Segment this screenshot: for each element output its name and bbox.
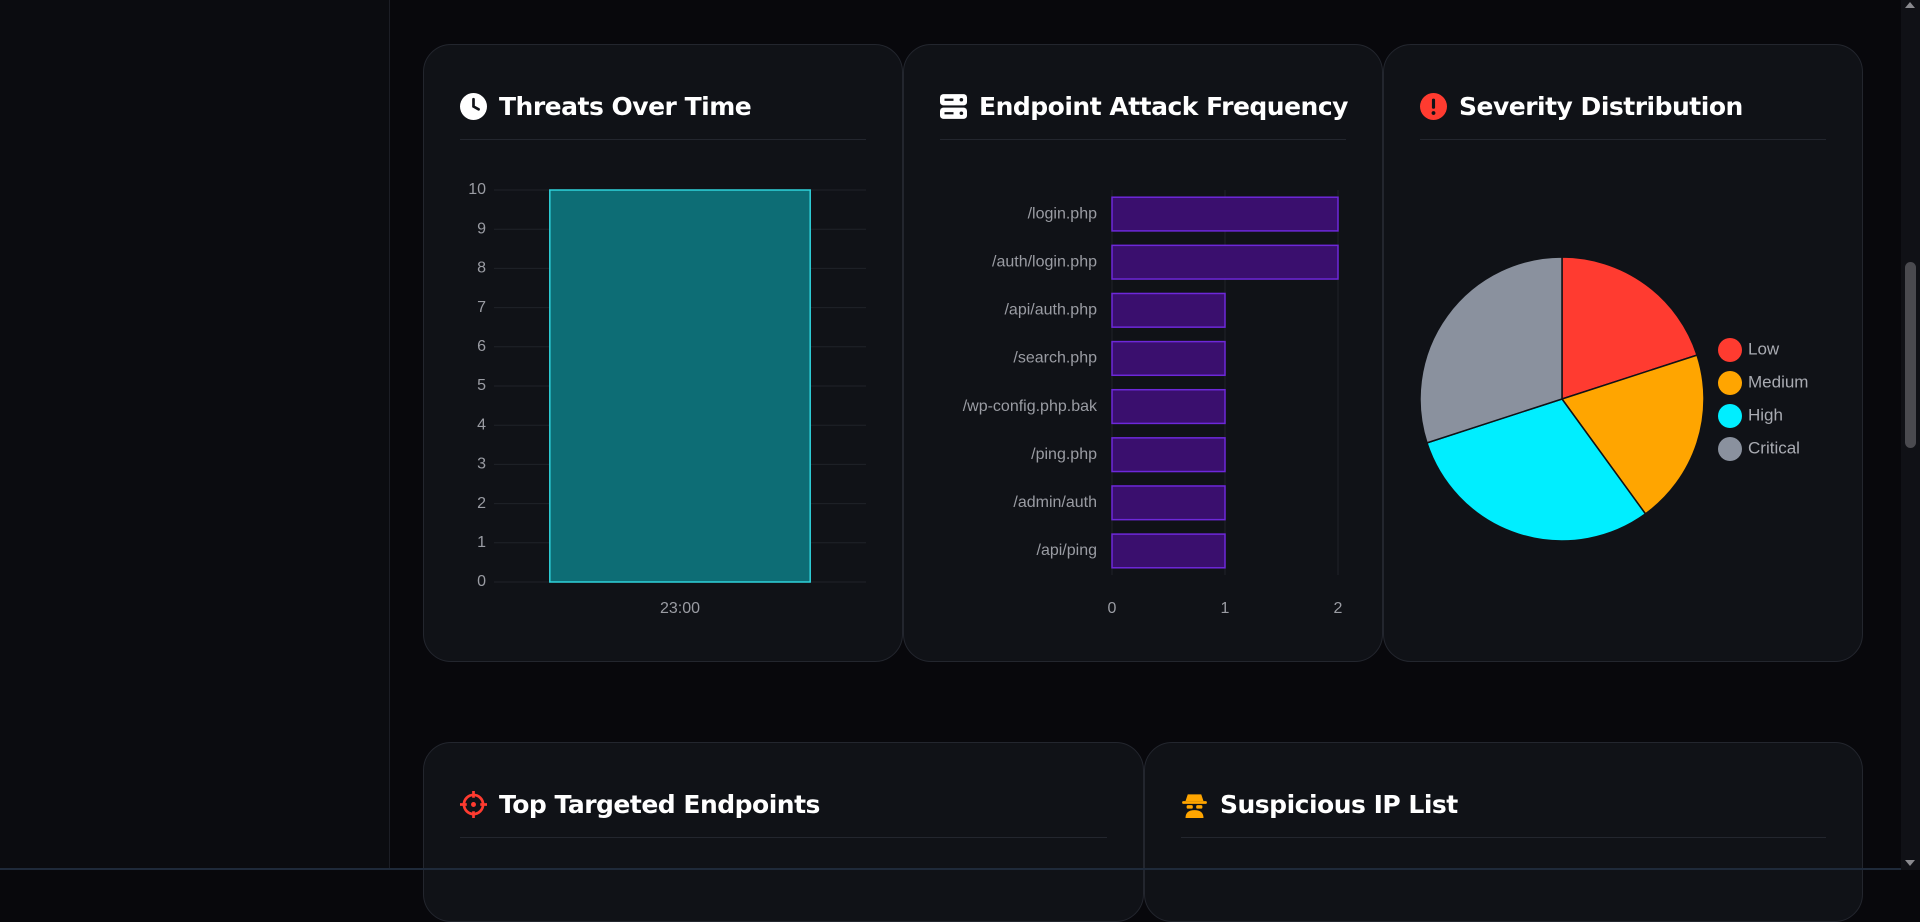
spy-icon [1181, 791, 1208, 818]
y-tick-label: 3 [477, 456, 486, 473]
card-title: Threats Over Time [499, 91, 752, 121]
legend-swatch [1718, 404, 1742, 428]
y-tick-label: 10 [468, 181, 486, 198]
scroll-down-arrow-icon[interactable] [1905, 860, 1915, 866]
bar [1111, 388, 1226, 425]
y-tick-label: 2 [477, 495, 486, 512]
legend-label: Low [1748, 339, 1780, 358]
bar [1111, 244, 1339, 280]
y-tick-label: 5 [477, 377, 486, 394]
server-icon [940, 93, 967, 120]
y-tick-label: 1 [477, 534, 486, 551]
y-tick-label: /wp-config.php.bak [963, 398, 1098, 415]
threats-over-time-chart: 0 1 2 3 4 5 6 7 8 9 10 23:00 [468, 181, 866, 617]
card-title: Suspicious IP List [1220, 789, 1458, 819]
severity-distribution-card: Severity Distribution Low Medium High Criti… [1383, 44, 1863, 662]
bar [1111, 196, 1339, 232]
suspicious-ip-list-card: Suspicious IP List [1144, 742, 1863, 922]
pie-slice [1560, 354, 1705, 515]
card-title: Endpoint Attack Frequency [979, 91, 1348, 121]
x-tick-label: 2 [1334, 600, 1343, 617]
card-header: Top Targeted Endpoints [460, 771, 1107, 838]
y-tick-label: /api/ping [1037, 542, 1098, 559]
sidebar [0, 0, 390, 870]
y-tick-label: /api/auth.php [1004, 302, 1097, 319]
bar [1111, 340, 1226, 377]
top-targeted-endpoints-card: Top Targeted Endpoints [423, 742, 1144, 922]
y-tick-label: /login.php [1028, 205, 1097, 222]
legend-swatch [1718, 437, 1742, 461]
legend-swatch [1718, 371, 1742, 395]
card-header: Suspicious IP List [1181, 771, 1826, 838]
pie-slice [1426, 398, 1647, 542]
pie-slice [1561, 256, 1698, 401]
legend-label: High [1748, 405, 1783, 424]
y-tick-label: /search.php [1013, 350, 1097, 367]
card-title: Top Targeted Endpoints [499, 789, 820, 819]
y-tick-label: 8 [477, 260, 486, 277]
endpoint-attack-frequency-card: Endpoint Attack Frequency 0 1 2/login.php /… [903, 44, 1383, 662]
scrollbar-thumb[interactable] [1905, 262, 1916, 448]
x-tick-label: 1 [1221, 600, 1230, 617]
card-header: Threats Over Time [460, 73, 866, 140]
bar [1111, 437, 1226, 473]
bar [1111, 485, 1226, 521]
y-tick-label: /admin/auth [1013, 494, 1097, 511]
y-tick-label: /ping.php [1031, 446, 1097, 463]
y-tick-label: 6 [477, 338, 486, 355]
y-tick-label: 4 [477, 416, 486, 433]
scroll-up-arrow-icon[interactable] [1905, 2, 1915, 8]
legend-swatch [1718, 338, 1742, 362]
severity-distribution-chart: Low Medium High Critical [1419, 256, 1808, 542]
y-tick-label: 7 [477, 299, 486, 316]
window-bottom-border [0, 868, 1901, 870]
y-tick-label: /auth/login.php [992, 253, 1097, 270]
legend-label: Critical [1748, 438, 1800, 457]
bar [1111, 533, 1226, 569]
x-tick-label: 23:00 [660, 600, 700, 617]
threats-over-time-card: Threats Over Time 0 1 2 3 4 5 6 7 8 9 10 23:00 [423, 44, 903, 662]
bar [1111, 292, 1226, 328]
alert-circle-icon [1420, 92, 1447, 120]
pie-slice [1419, 256, 1563, 444]
crosshair-icon [460, 790, 487, 818]
card-header: Severity Distribution [1420, 73, 1826, 140]
endpoint-attack-frequency-chart: 0 1 2/login.php/auth/login.php/api/auth.ph… [963, 190, 1343, 617]
y-tick-label: 0 [477, 573, 486, 590]
page-scrollbar[interactable] [1901, 0, 1920, 870]
legend-label: Medium [1748, 372, 1808, 391]
card-header: Endpoint Attack Frequency [940, 73, 1348, 140]
x-tick-label: 0 [1108, 600, 1117, 617]
clock-icon [460, 92, 487, 120]
bar [549, 189, 811, 583]
y-tick-label: 9 [477, 220, 486, 237]
card-title: Severity Distribution [1459, 91, 1743, 121]
